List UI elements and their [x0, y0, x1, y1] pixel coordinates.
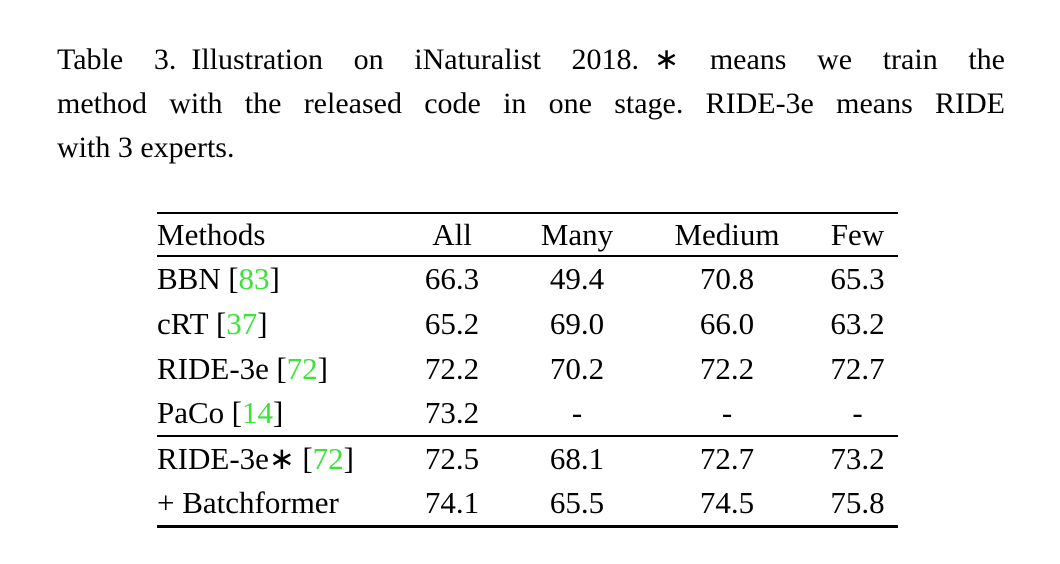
- col-header-few: Few: [830, 216, 885, 252]
- bracket-close: ]: [272, 395, 284, 430]
- citation: [37]: [216, 306, 268, 341]
- bracket-open: [: [302, 441, 313, 476]
- value-medium: 72.2: [699, 350, 755, 386]
- value-many: 65.5: [549, 484, 605, 520]
- value-all: 66.3: [424, 261, 480, 296]
- col-header-medium: Medium: [674, 216, 780, 252]
- value-many: -: [571, 395, 583, 430]
- bracket-open: [: [276, 350, 287, 386]
- table-row-bbn: BBN [83] 66.3 49.4 70.8 65.3: [157, 256, 898, 301]
- method-cell: RIDE-3e∗ [72]: [157, 436, 387, 481]
- value-few: 65.3: [830, 261, 885, 296]
- results-table: Methods All Many Medium Few BBN [83] 66.3…: [157, 212, 898, 528]
- bracket-close: ]: [343, 441, 354, 476]
- table-header-row: Methods All Many Medium Few: [157, 213, 898, 256]
- col-header-all: All: [432, 216, 472, 252]
- value-all: 73.2: [424, 395, 480, 430]
- table-row-ride3e: RIDE-3e [72] 72.2 70.2 72.2 72.7: [157, 346, 898, 391]
- method-cell: RIDE-3e [72]: [157, 346, 387, 391]
- value-few: 73.2: [830, 441, 885, 476]
- method-cell: + Batchformer: [157, 481, 387, 526]
- citation-link[interactable]: 72: [312, 441, 344, 476]
- value-medium: 72.7: [699, 441, 755, 476]
- col-header-methods: Methods: [157, 216, 266, 252]
- method-cell: BBN [83]: [157, 256, 387, 301]
- value-many: 69.0: [549, 305, 605, 341]
- citation: [72]: [276, 351, 328, 386]
- table-caption: Table 3. Illustration on iNaturalist 201…: [57, 38, 1005, 170]
- value-medium: -: [721, 395, 733, 430]
- table-row-paco: PaCo [14] 73.2 - - -: [157, 391, 898, 436]
- caption-line-1: Table 3. Illustration on iNaturalist 201…: [57, 43, 1005, 76]
- table-row-batchformer: + Batchformer 74.1 65.5 74.5 75.8: [157, 481, 898, 526]
- caption-line-2: method with the released code in one sta…: [57, 87, 1005, 120]
- bracket-open: [: [228, 261, 239, 296]
- citation-link[interactable]: 72: [286, 350, 318, 386]
- value-few: -: [852, 395, 863, 430]
- citation: [83]: [228, 261, 280, 296]
- value-many: 49.4: [549, 261, 605, 296]
- method-name: + Batchformer: [157, 484, 339, 520]
- col-header-many: Many: [540, 216, 614, 252]
- method-cell: cRT [37]: [157, 301, 387, 346]
- citation: [72]: [302, 441, 354, 476]
- value-few: 75.8: [830, 484, 885, 520]
- table-row-ride3e-star: RIDE-3e∗ [72] 72.5 68.1 72.7 73.2: [157, 436, 898, 481]
- citation-link[interactable]: 14: [241, 395, 273, 430]
- caption-line-3: with 3 experts.: [57, 131, 235, 164]
- value-all: 72.2: [424, 350, 480, 386]
- bracket-close: ]: [317, 350, 328, 386]
- value-medium: 70.8: [699, 261, 755, 296]
- value-many: 70.2: [549, 350, 605, 386]
- value-few: 72.7: [830, 350, 885, 386]
- bracket-open: [: [215, 305, 227, 341]
- value-all: 74.1: [424, 484, 480, 520]
- method-cell: PaCo [14]: [157, 391, 387, 436]
- citation-link[interactable]: 37: [226, 305, 258, 341]
- bracket-open: [: [231, 395, 242, 430]
- citation-link[interactable]: 83: [238, 261, 270, 296]
- value-medium: 66.0: [699, 305, 755, 341]
- value-all: 72.5: [424, 441, 480, 476]
- value-few: 63.2: [830, 305, 885, 341]
- bracket-close: ]: [257, 305, 268, 341]
- value-many: 68.1: [549, 441, 605, 476]
- method-name: RIDE-3e: [157, 350, 269, 386]
- method-name: PaCo: [157, 395, 225, 430]
- value-all: 65.2: [424, 305, 480, 341]
- method-name: cRT: [157, 305, 209, 341]
- table-row-crt: cRT [37] 65.2 69.0 66.0 63.2: [157, 301, 898, 346]
- method-name: BBN: [157, 261, 221, 296]
- bracket-close: ]: [269, 261, 280, 296]
- method-name: RIDE-3e∗: [157, 441, 295, 476]
- citation: [14]: [232, 395, 284, 430]
- value-medium: 74.5: [699, 484, 755, 520]
